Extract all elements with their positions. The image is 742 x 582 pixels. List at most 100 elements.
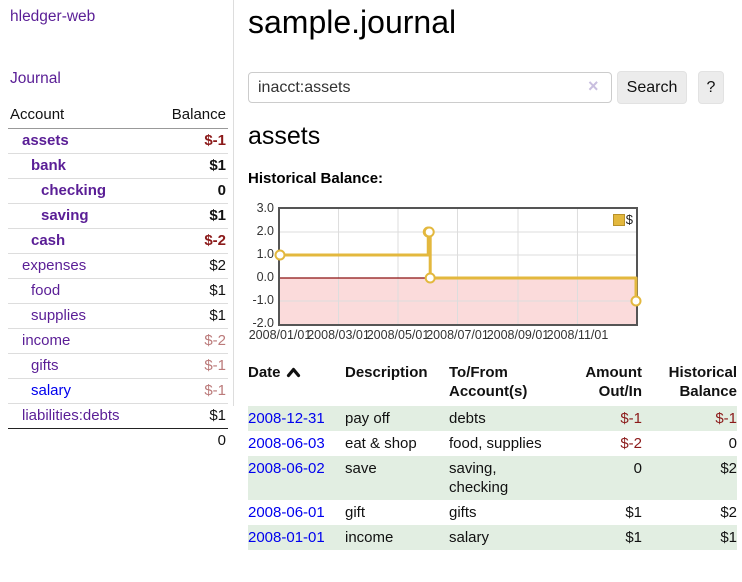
register-row: 2008-01-01 income salary $1 $1: [248, 525, 737, 550]
account-link-food[interactable]: food: [31, 282, 61, 299]
account-link-gifts[interactable]: gifts: [31, 357, 59, 374]
account-balance: $1: [153, 303, 228, 329]
account-row: cash $-2: [8, 228, 228, 254]
accounts-header-account: Account: [8, 102, 154, 129]
help-button[interactable]: ?: [698, 71, 724, 104]
account-row: supplies $1: [8, 303, 228, 329]
chart-plot-area: $: [274, 207, 642, 326]
transaction-accounts: food, supplies: [449, 435, 542, 452]
register-row: 2008-12-31 pay off debts $-1 $-1: [248, 406, 737, 431]
legend-label: $: [625, 212, 633, 227]
account-row: food $1: [8, 278, 228, 304]
account-row: checking 0: [8, 178, 228, 204]
transaction-date-link[interactable]: 2008-06-03: [248, 435, 325, 452]
transaction-historical-balance: $1: [720, 529, 737, 546]
transaction-accounts: debts: [449, 410, 486, 427]
sort-ascending-icon: [286, 364, 301, 383]
chart-legend: $: [612, 212, 633, 227]
register-header-historical: Historical Balance: [668, 364, 737, 400]
account-balance: $-1: [153, 378, 228, 404]
sidebar-divider: [233, 0, 234, 406]
account-link-checking[interactable]: checking: [41, 182, 107, 199]
accounts-tbody: assets $-1 bank $1 checking 0 saving $1 cash $-2 e…: [8, 129, 228, 429]
account-balance: $-1: [153, 353, 228, 379]
brand-link[interactable]: hledger-web: [10, 8, 96, 25]
account-link-bank[interactable]: bank: [31, 157, 67, 174]
transaction-accounts: gifts: [449, 504, 477, 521]
y-axis-tick-label: -2.0: [252, 316, 274, 330]
account-row: gifts $-1: [8, 353, 228, 379]
register-row: 2008-06-02 save saving, checking 0 $2: [248, 456, 737, 500]
transaction-historical-balance: $2: [720, 460, 737, 477]
register-header-accounts: To/From Account(s): [449, 364, 528, 400]
accounts-total-row: 0: [8, 428, 228, 453]
account-link-cash[interactable]: cash: [31, 232, 66, 249]
clear-search-icon[interactable]: ×: [588, 76, 599, 96]
transaction-date-link[interactable]: 2008-01-01: [248, 529, 325, 546]
account-link-saving[interactable]: saving: [41, 207, 89, 224]
account-link-expenses[interactable]: expenses: [22, 257, 87, 274]
main-content: sample.journal × Search ? assets Histori…: [248, 0, 742, 582]
transaction-amount: $-2: [620, 435, 642, 452]
transaction-description: pay off: [345, 410, 390, 427]
account-balance: $1: [153, 403, 228, 429]
account-balance: $-2: [153, 328, 228, 354]
transaction-historical-balance: $2: [720, 504, 737, 521]
account-row: income $-2: [8, 328, 228, 354]
account-row: saving $1: [8, 203, 228, 229]
account-balance: $2: [153, 253, 228, 279]
register-header-description: Description: [345, 364, 428, 381]
y-axis-tick-label: 1.0: [256, 247, 274, 261]
transaction-description: gift: [345, 504, 366, 521]
sidebar: hledger-web Journal Account Balance asse…: [0, 0, 233, 582]
account-balance: $1: [153, 203, 228, 229]
account-heading: assets: [248, 122, 321, 150]
transaction-amount: $1: [625, 504, 642, 521]
x-axis-tick-label: 2008/09/01: [486, 328, 550, 342]
account-row: bank $1: [8, 153, 228, 179]
transaction-description: eat & shop: [345, 435, 417, 452]
register-tbody: 2008-12-31 pay off debts $-1 $-1 2008-06-03 ea…: [248, 406, 737, 550]
transaction-accounts: saving, checking: [449, 460, 509, 496]
account-row: assets $-1: [8, 129, 228, 154]
y-axis-tick-label: 3.0: [256, 201, 274, 215]
accounts-header-balance: Balance: [153, 102, 228, 129]
account-link-supplies[interactable]: supplies: [31, 307, 87, 324]
transaction-date-link[interactable]: 2008-12-31: [248, 410, 325, 427]
accounts-table: Account Balance assets $-1 bank $1 checking 0…: [8, 102, 228, 453]
account-link-income[interactable]: income: [22, 332, 71, 349]
transaction-historical-balance: $-1: [715, 410, 737, 427]
x-axis-tick-label: 2008/11/01: [546, 328, 609, 342]
register-header-amount: Amount Out/In: [585, 364, 642, 400]
x-axis-tick-label: 2008/05/01: [366, 328, 430, 342]
account-balance: $1: [153, 278, 228, 304]
account-link-salary[interactable]: salary: [31, 382, 72, 399]
legend-swatch-icon: [612, 213, 625, 226]
search-form: × Search ?: [248, 71, 742, 104]
page-title: sample.journal: [248, 4, 457, 40]
search-button[interactable]: Search: [617, 71, 687, 104]
search-input[interactable]: [248, 72, 612, 103]
account-balance: $-1: [204, 132, 226, 149]
transaction-amount: $-1: [620, 410, 642, 427]
balance-chart: $ 3.0 2.0 1.0 0.0 -1.0 -2.0 2008/01/01 2008/03/…: [248, 196, 742, 348]
transaction-description: income: [345, 529, 394, 546]
transaction-historical-balance: 0: [728, 435, 737, 452]
y-axis-tick-label: 0.0: [256, 270, 274, 284]
account-row: expenses $2: [8, 253, 228, 279]
y-axis-tick-label: -1.0: [252, 293, 274, 307]
transaction-amount: $1: [625, 529, 642, 546]
x-axis-tick-label: 2008/03/01: [307, 328, 370, 342]
chart-title: Historical Balance:: [248, 170, 384, 187]
account-link-assets[interactable]: assets: [22, 132, 69, 149]
account-balance: $-2: [153, 228, 228, 254]
y-axis-tick-label: 2.0: [256, 224, 274, 238]
transaction-date-link[interactable]: 2008-06-01: [248, 504, 325, 521]
sidebar-item-journal[interactable]: Journal: [10, 70, 61, 87]
account-row: liabilities:debts $1: [8, 403, 228, 429]
transaction-date-link[interactable]: 2008-06-02: [248, 460, 325, 477]
register-row: 2008-06-01 gift gifts $1 $2: [248, 500, 737, 525]
account-link-liabilities-debts[interactable]: liabilities:debts: [22, 407, 120, 424]
accounts-total-spacer: [8, 428, 154, 453]
register-header-date[interactable]: Date: [248, 360, 345, 406]
